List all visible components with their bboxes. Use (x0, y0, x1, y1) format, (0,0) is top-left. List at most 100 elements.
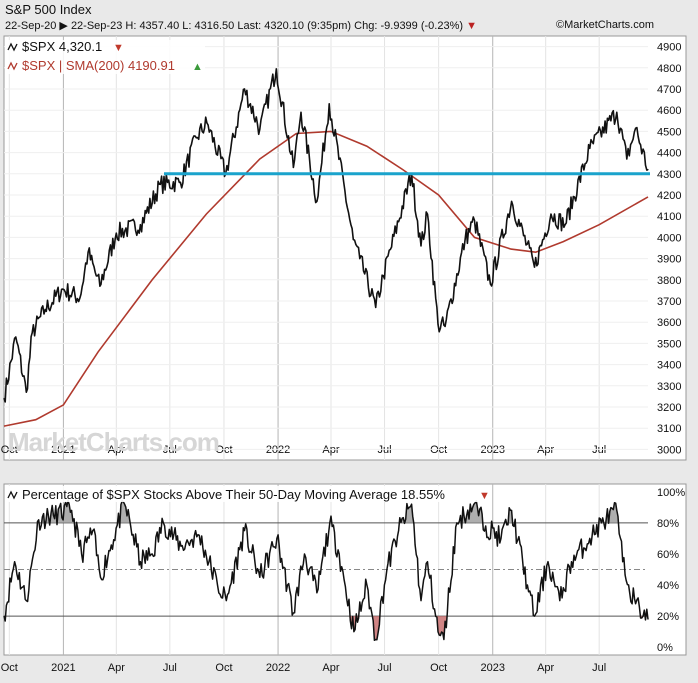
low-label: L: (182, 20, 192, 32)
breadth-point (375, 638, 377, 640)
date-range: 22-Sep-20 ▶ 22-Sep-23 (5, 20, 123, 32)
breadth-point (426, 561, 428, 563)
breadth-point (473, 503, 475, 505)
down-triangle-icon: ▼ (479, 490, 490, 502)
spx-point (3, 397, 5, 400)
y-tick-label: 3500 (657, 338, 681, 350)
y-tick-label: 4200 (657, 190, 681, 202)
y-tick-label: 4400 (657, 148, 681, 160)
breadth-point (139, 561, 141, 563)
breadth-point (180, 545, 182, 547)
spx-point (25, 391, 27, 393)
breadth-point (151, 553, 153, 555)
breadth-point (353, 631, 355, 633)
spx-point (179, 181, 182, 183)
breadth-point (386, 569, 388, 570)
breadth-point (589, 537, 591, 539)
x-tick-label: Jul (163, 662, 177, 674)
y-tick-label: 60% (657, 549, 679, 561)
x-tick-label: 2023 (480, 662, 504, 674)
breadth-point (511, 509, 513, 511)
brand-label: ©MarketCharts.com (556, 19, 654, 31)
x-tick-label: 2022 (266, 444, 290, 456)
y-tick-label: 3000 (657, 444, 681, 456)
low-value: 4316.50 (194, 20, 235, 32)
spx-point (79, 297, 81, 299)
spx-point (243, 88, 246, 90)
series-line-sma200 (3, 130, 649, 427)
up-triangle-icon: ▲ (192, 61, 203, 73)
spx-point (159, 183, 162, 185)
spx-point (489, 283, 491, 285)
x-tick-label: Apr (537, 444, 554, 456)
change-value: -9.9399 (-0.23%) (380, 20, 464, 32)
x-tick-label: Oct (215, 662, 232, 674)
y-tick-label: 0% (657, 642, 673, 654)
spx-point (139, 224, 142, 226)
spx-point (115, 232, 117, 234)
breadth-point (443, 638, 445, 640)
x-tick-label: Jul (592, 662, 606, 674)
spx-point (259, 128, 261, 130)
x-tick-label: Apr (108, 662, 125, 674)
breadth-point (52, 514, 54, 516)
y-tick-label: 4500 (657, 126, 681, 138)
breadth-point (628, 584, 630, 586)
breadth-point (124, 503, 126, 505)
y-tick-label: 100% (657, 487, 685, 499)
spx-point (99, 285, 101, 287)
breadth-point (635, 603, 637, 605)
x-tick-label: Apr (108, 444, 125, 456)
spx-point (444, 325, 446, 328)
x-tick-label: Apr (322, 444, 339, 456)
y-tick-label: 3200 (657, 402, 681, 414)
x-tick-label: Oct (1, 444, 18, 456)
spx-point (626, 158, 628, 160)
x-tick-label: 2021 (51, 662, 75, 674)
spx-point (635, 127, 637, 129)
spx-point (195, 137, 197, 139)
legend-price-glyph (7, 42, 18, 52)
breadth-point (329, 522, 331, 524)
breadth-point (244, 530, 246, 532)
x-tick-label: Oct (430, 444, 447, 456)
x-tick-label: 2021 (51, 444, 75, 456)
x-tick-label: Jul (592, 444, 606, 456)
spx-point (206, 122, 208, 124)
spx-point (352, 238, 354, 241)
breadth-point (304, 553, 306, 555)
breadth-point (411, 503, 413, 505)
last-value: 4320.10 (9:35pm) (264, 20, 352, 32)
spx-point (328, 103, 330, 105)
legend-breadth-glyph (7, 490, 18, 500)
y-tick-label: 3400 (657, 360, 681, 372)
spx-point (550, 213, 552, 215)
spx-point (437, 323, 439, 325)
quote-info: 22-Sep-20 ▶ 22-Sep-23 H: 4357.40 L: 4316… (5, 19, 477, 32)
breadth-point (276, 537, 278, 539)
y-tick-label: 4300 (657, 169, 681, 181)
breadth-point (437, 631, 439, 633)
breadth-point (14, 561, 16, 563)
breadth-point (99, 576, 101, 578)
plot-panel-1 (3, 35, 687, 461)
spx-point (420, 245, 422, 247)
spx-point (275, 68, 277, 70)
y-tick-label: 40% (657, 580, 679, 592)
spx-point (375, 306, 377, 308)
breadth-point (366, 584, 368, 586)
breadth-point (292, 612, 294, 614)
breadth-point (71, 509, 73, 511)
breadth-point (25, 600, 27, 602)
breadth-point (526, 584, 528, 586)
spx-point (464, 238, 466, 241)
x-tick-label: Apr (537, 662, 554, 674)
y-tick-label: 80% (657, 518, 679, 530)
x-tick-label: Jul (163, 444, 177, 456)
x-tick-label: Oct (430, 662, 447, 674)
y-tick-label: 3800 (657, 275, 681, 287)
legend-bg (5, 40, 205, 74)
breadth-point (616, 509, 618, 511)
spx-point (510, 200, 513, 202)
